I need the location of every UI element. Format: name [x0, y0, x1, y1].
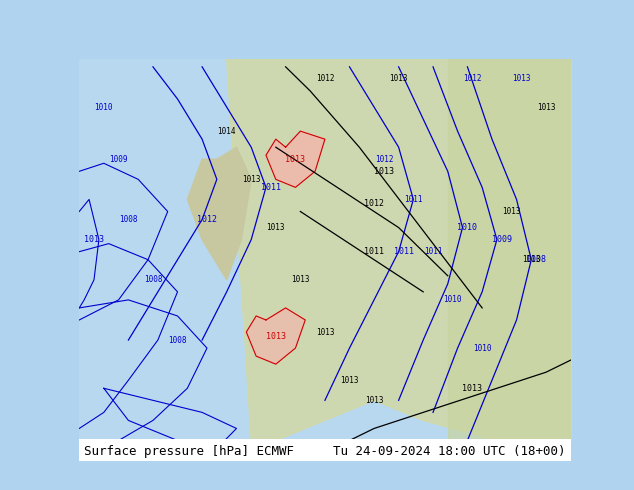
Text: Tu 24-09-2024 18:00 UTC (18+00): Tu 24-09-2024 18:00 UTC (18+00) [333, 445, 566, 458]
Polygon shape [266, 131, 325, 187]
Text: 1008: 1008 [168, 336, 187, 344]
Text: 1011: 1011 [424, 247, 443, 256]
Text: 1013: 1013 [537, 102, 555, 112]
Text: 1008: 1008 [119, 215, 138, 224]
Text: 1012: 1012 [463, 74, 482, 83]
Text: 1013: 1013 [316, 327, 334, 337]
Text: 1010: 1010 [473, 343, 491, 353]
Text: 1011: 1011 [261, 183, 281, 192]
Text: 1010: 1010 [94, 102, 113, 112]
Text: 1013: 1013 [266, 332, 286, 341]
Text: 1013: 1013 [340, 376, 359, 385]
Text: 1013: 1013 [365, 396, 384, 405]
Text: 1013: 1013 [266, 223, 285, 232]
Text: 1013: 1013 [242, 175, 261, 184]
Text: 1012: 1012 [375, 155, 393, 164]
Text: 1011: 1011 [404, 195, 423, 204]
Text: 1013: 1013 [285, 155, 306, 164]
Text: 1012: 1012 [316, 74, 334, 83]
Text: 1011: 1011 [394, 247, 413, 256]
Text: 1008: 1008 [144, 275, 162, 284]
Text: 1009: 1009 [492, 235, 512, 244]
Text: 1013: 1013 [522, 255, 541, 264]
Text: 1014: 1014 [217, 126, 236, 136]
Text: 1012: 1012 [364, 199, 384, 208]
Polygon shape [227, 59, 571, 441]
Text: 1013: 1013 [389, 74, 408, 83]
Text: 1013: 1013 [291, 275, 309, 284]
Text: 1013: 1013 [84, 235, 104, 244]
Polygon shape [246, 308, 306, 364]
Text: 1010: 1010 [457, 223, 477, 232]
Text: 1012: 1012 [197, 215, 217, 224]
Text: Surface pressure [hPa] ECMWF: Surface pressure [hPa] ECMWF [84, 445, 294, 458]
Text: 1013: 1013 [502, 207, 521, 216]
Bar [79, 439, 571, 461]
Text: 1008: 1008 [526, 255, 547, 264]
Polygon shape [188, 147, 251, 280]
Text: 1011: 1011 [364, 247, 384, 256]
Text: 1009: 1009 [109, 155, 128, 164]
Text: 1013: 1013 [374, 167, 394, 176]
Text: 1010: 1010 [443, 295, 462, 304]
Text: 1013: 1013 [512, 74, 531, 83]
Polygon shape [448, 59, 571, 441]
Text: 1013: 1013 [462, 384, 482, 393]
